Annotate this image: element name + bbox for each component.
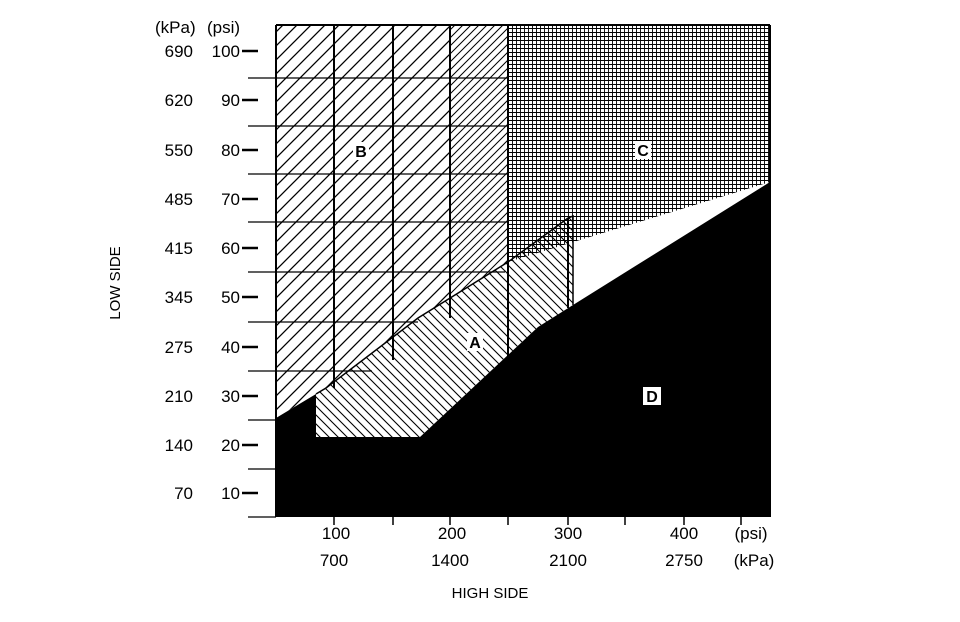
high-side-unit-kpa: (kPa): [734, 551, 775, 570]
tick-label-psi: 300: [554, 524, 582, 543]
tick-label-psi: 200: [438, 524, 466, 543]
low-side-kpa-labels: 690 620 550 485 415 345 275 210 140 70: [165, 42, 193, 503]
tick-label-kpa: 620: [165, 91, 193, 110]
high-side-tick-marks: [333, 517, 742, 525]
high-side-title: HIGH SIDE: [452, 585, 529, 602]
zone-label-a-text: A: [469, 335, 481, 352]
tick-label-kpa: 2750: [665, 551, 703, 570]
grid-vertical-lines: [333, 25, 569, 388]
tick-label-psi: 60: [221, 239, 240, 258]
tick-label-psi: 100: [212, 42, 240, 61]
low-side-unit-kpa: (kPa): [155, 18, 196, 37]
tick-label-kpa: 700: [320, 551, 348, 570]
tick-label-kpa: 210: [165, 387, 193, 406]
zone-label-d: D: [643, 387, 661, 406]
low-side-psi-labels: 100 90 80 70 60 50 40 30 20 10: [212, 42, 240, 503]
high-side-psi-labels: 100 200 300 400 (psi): [322, 524, 768, 543]
tick-label-kpa: 140: [165, 436, 193, 455]
tick-label-kpa: 690: [165, 42, 193, 61]
zone-d-region: [276, 182, 770, 517]
low-side-tick-marks: [242, 49, 258, 495]
tick-label-psi: 400: [670, 524, 698, 543]
zone-label-a: A: [467, 333, 483, 352]
tick-label-kpa: 415: [165, 239, 193, 258]
tick-label-psi: 80: [221, 141, 240, 160]
tick-label-kpa: 275: [165, 338, 193, 357]
tick-label-kpa: 2100: [549, 551, 587, 570]
high-side-unit-psi: (psi): [734, 524, 767, 543]
zone-label-c: C: [635, 141, 651, 160]
zone-label-b-text: B: [355, 144, 367, 161]
tick-label-psi: 50: [221, 288, 240, 307]
tick-label-kpa: 550: [165, 141, 193, 160]
tick-label-psi: 20: [221, 436, 240, 455]
tick-label-kpa: 345: [165, 288, 193, 307]
tick-label-psi: 40: [221, 338, 240, 357]
low-side-unit-psi: (psi): [207, 18, 240, 37]
tick-label-psi: 70: [221, 190, 240, 209]
tick-label-psi: 10: [221, 484, 240, 503]
tick-label-kpa: 70: [174, 484, 193, 503]
tick-label-psi: 30: [221, 387, 240, 406]
high-side-kpa-labels: 700 1400 2100 2750 (kPa): [320, 551, 775, 570]
tick-label-psi: 90: [221, 91, 240, 110]
tick-label-kpa: 485: [165, 190, 193, 209]
tick-label-psi: 100: [322, 524, 350, 543]
grid-horizontal-lines: [248, 77, 508, 518]
zone-label-d-text: D: [646, 389, 658, 406]
low-side-title: LOW SIDE: [107, 246, 124, 319]
zone-label-c-text: C: [637, 143, 649, 160]
zone-label-b: B: [353, 142, 369, 161]
tick-label-kpa: 1400: [431, 551, 469, 570]
